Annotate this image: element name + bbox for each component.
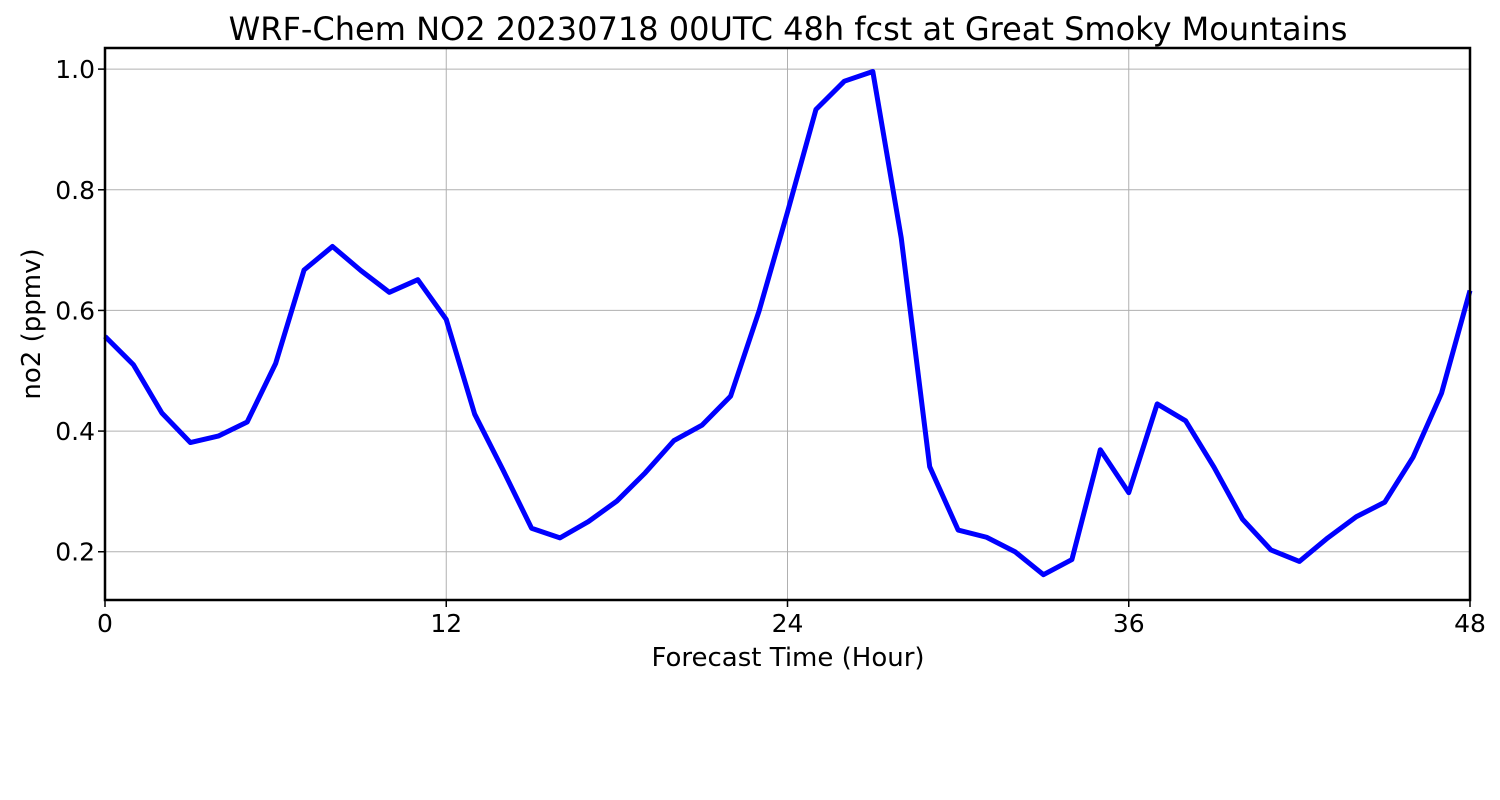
x-tick-label: 48 [1454, 609, 1486, 638]
x-axis-label: Forecast Time (Hour) [651, 643, 924, 673]
y-tick-label: 0.4 [55, 417, 95, 446]
y-tick-label: 0.8 [55, 176, 95, 205]
series-line [103, 69, 1473, 578]
grid [104, 48, 1471, 600]
x-axis-ticks: 0 12 24 36 48 [97, 600, 1486, 638]
series-layer [103, 69, 1473, 578]
x-tick-label: 12 [430, 609, 462, 638]
x-tick-label: 36 [1113, 609, 1145, 638]
y-axis-ticks: 0.2 0.4 0.6 0.8 1.0 [55, 55, 105, 567]
y-tick-label: 0.6 [55, 296, 95, 325]
x-tick-label: 0 [97, 609, 113, 638]
chart-title: WRF-Chem NO2 20230718 00UTC 48h fcst at … [229, 10, 1348, 48]
y-axis-label: no2 (ppmv) [17, 248, 47, 399]
x-tick-label: 24 [772, 609, 804, 638]
y-tick-label: 0.2 [55, 538, 95, 567]
y-tick-label: 1.0 [55, 55, 95, 84]
